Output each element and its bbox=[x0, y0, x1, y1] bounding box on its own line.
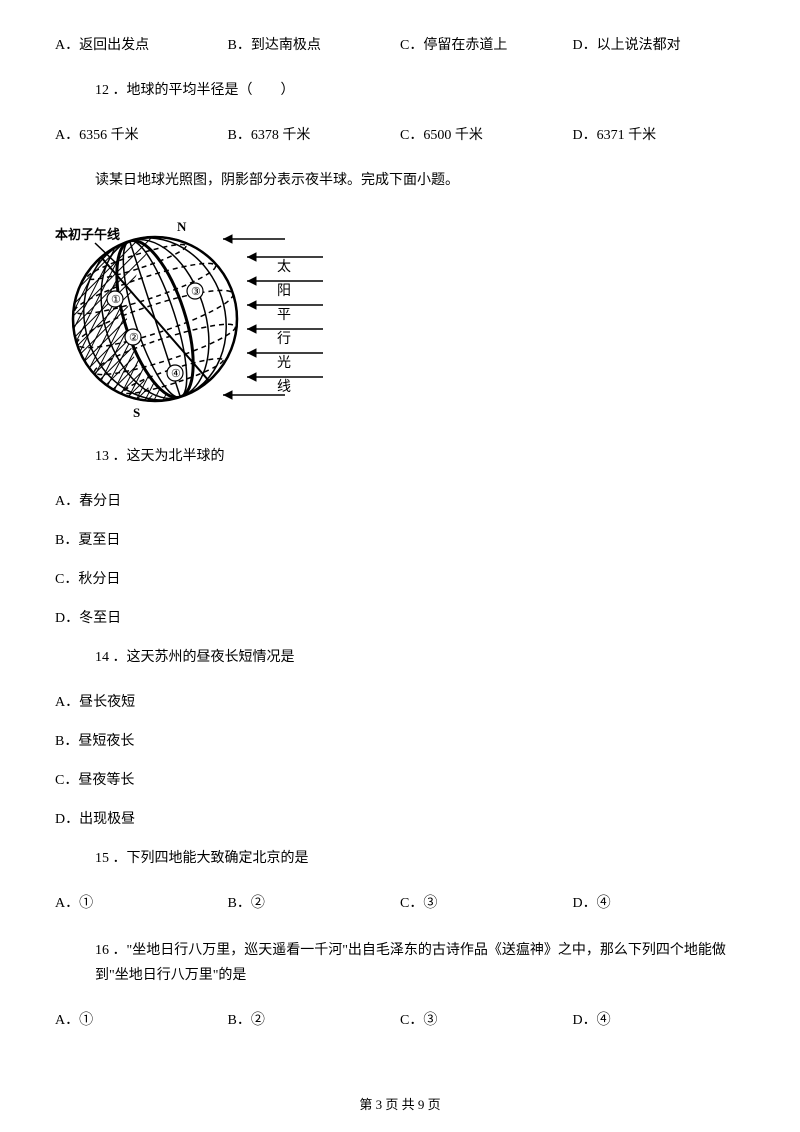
q14-option-b: B．昼短夜长 bbox=[55, 731, 745, 752]
diagram-north-label: N bbox=[177, 219, 187, 234]
q15-options: A．① B．② C．③ D．④ bbox=[55, 893, 745, 914]
diagram-sun-label-3: 行 bbox=[277, 331, 291, 347]
q15-option-c: C．③ bbox=[400, 893, 573, 914]
reading-instruction: 读某日地球光照图，阴影部分表示夜半球。完成下面小题。 bbox=[95, 170, 745, 191]
diagram-sun-label-0: 太 bbox=[277, 259, 291, 275]
q13-stem: 13 ．这天为北半球的 bbox=[95, 446, 745, 467]
q13-option-a: A．春分日 bbox=[55, 491, 745, 512]
q13-option-b: B．夏至日 bbox=[55, 530, 745, 551]
q14-option-c: C．昼夜等长 bbox=[55, 770, 745, 791]
q14-option-a: A．昼长夜短 bbox=[55, 692, 745, 713]
q11-option-c: C．停留在赤道上 bbox=[400, 35, 573, 56]
q14-options: A．昼长夜短 B．昼短夜长 C．昼夜等长 D．出现极昼 bbox=[55, 692, 745, 830]
q12-options: A．6356 千米 B．6378 千米 C．6500 千米 D．6371 千米 bbox=[55, 125, 745, 146]
q12-option-d: D．6371 千米 bbox=[573, 125, 746, 146]
q12-option-b: B．6378 千米 bbox=[228, 125, 401, 146]
diagram-mark-4: ④ bbox=[171, 368, 181, 380]
diagram-south-label: S bbox=[133, 405, 140, 419]
q14-option-d: D．出现极昼 bbox=[55, 809, 745, 830]
diagram-sun-label-4: 光 bbox=[277, 355, 291, 371]
diagram-sun-label-1: 阳 bbox=[277, 283, 291, 299]
diagram-mark-3: ③ bbox=[191, 286, 201, 298]
q15-option-d: D．④ bbox=[573, 893, 746, 914]
q13-option-d: D．冬至日 bbox=[55, 608, 745, 629]
q16-option-c: C．③ bbox=[400, 1010, 573, 1031]
diagram-sun-label-5: 线 bbox=[277, 379, 291, 395]
q13-options: A．春分日 B．夏至日 C．秋分日 D．冬至日 bbox=[55, 491, 745, 629]
q15-option-b: B．② bbox=[228, 893, 401, 914]
diagram-sun-label-2: 平 bbox=[277, 308, 291, 323]
diagram-meridian-label: 本初子午线 bbox=[55, 227, 120, 242]
q15-stem: 15 ．下列四地能大致确定北京的是 bbox=[95, 848, 745, 869]
q11-option-d: D．以上说法都对 bbox=[573, 35, 746, 56]
q12-stem: 12 ．地球的平均半径是（ ） bbox=[95, 80, 745, 101]
q16-option-b: B．② bbox=[228, 1010, 401, 1031]
q15-option-a: A．① bbox=[55, 893, 228, 914]
diagram-mark-1: ① bbox=[111, 294, 121, 306]
q12-option-c: C．6500 千米 bbox=[400, 125, 573, 146]
q16-option-a: A．① bbox=[55, 1010, 228, 1031]
q13-option-c: C．秋分日 bbox=[55, 569, 745, 590]
q14-stem: 14 ．这天苏州的昼夜长短情况是 bbox=[95, 647, 745, 668]
q16-options: A．① B．② C．③ D．④ bbox=[55, 1010, 745, 1031]
page-footer: 第 3 页 共 9 页 bbox=[0, 1095, 800, 1115]
q11-option-a: A．返回出发点 bbox=[55, 35, 228, 56]
earth-illumination-diagram: N S 本初子午线 ① ② ③ ④ 太 阳 平 行 光 bbox=[55, 209, 745, 426]
q11-option-b: B．到达南极点 bbox=[228, 35, 401, 56]
q16-stem: 16 ．"坐地日行八万里，巡天遥看一千河"出自毛泽东的古诗作品《送瘟神》之中，那… bbox=[95, 938, 745, 988]
diagram-mark-2: ② bbox=[129, 332, 139, 344]
q16-option-d: D．④ bbox=[573, 1010, 746, 1031]
q12-option-a: A．6356 千米 bbox=[55, 125, 228, 146]
q11-options: A．返回出发点 B．到达南极点 C．停留在赤道上 D．以上说法都对 bbox=[55, 35, 745, 56]
